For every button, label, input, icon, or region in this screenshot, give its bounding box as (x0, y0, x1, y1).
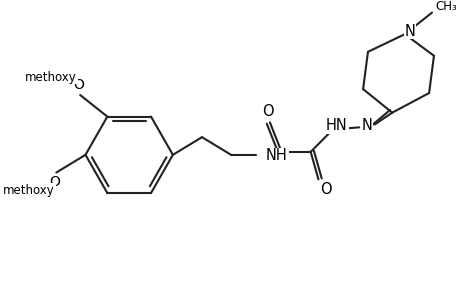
Text: N: N (361, 118, 372, 133)
Text: methoxy: methoxy (25, 71, 77, 84)
Text: O: O (49, 175, 60, 189)
Text: O: O (320, 182, 331, 197)
Text: O: O (262, 104, 273, 119)
Text: methoxy: methoxy (3, 184, 55, 196)
Text: HN: HN (325, 118, 347, 133)
Text: CH₃: CH₃ (435, 0, 456, 13)
Text: NH: NH (265, 148, 287, 163)
Text: N: N (403, 24, 414, 39)
Text: O: O (73, 78, 84, 92)
Text: O: O (73, 78, 84, 92)
Text: methoxy: methoxy (30, 76, 79, 86)
